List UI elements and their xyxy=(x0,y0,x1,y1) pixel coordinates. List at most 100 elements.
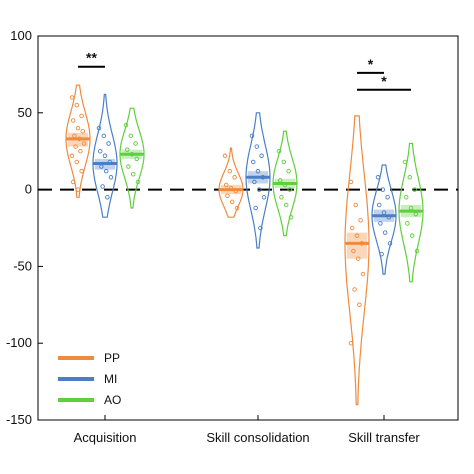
data-point-AO-1-7 xyxy=(283,202,289,208)
violin-MI-0 xyxy=(92,93,118,218)
data-point-AO-0-0 xyxy=(123,122,129,128)
violin-AO-1 xyxy=(272,130,298,237)
data-point-AO-2-7 xyxy=(409,233,415,238)
data-point-PP-0-1 xyxy=(74,102,80,108)
data-point-AO-0-8 xyxy=(135,179,141,185)
data-point-PP-2-10 xyxy=(357,302,362,308)
violin-PP-0 xyxy=(65,84,91,198)
data-point-MI-1-1 xyxy=(254,144,260,149)
data-point-PP-0-2 xyxy=(79,113,84,119)
data-point-MI-0-2 xyxy=(106,141,111,146)
data-point-PP-0-5 xyxy=(80,128,86,134)
data-point-MI-1-4 xyxy=(255,168,261,174)
data-point-AO-1-8 xyxy=(288,214,294,220)
data-point-PP-1-4 xyxy=(228,185,234,191)
violin-outline-AO-0 xyxy=(119,107,145,209)
violin-outline-AO-1 xyxy=(272,130,298,237)
data-point-AO-2-2 xyxy=(412,187,417,192)
data-point-PP-1-8 xyxy=(234,205,240,211)
data-point-PP-1-3 xyxy=(223,182,229,188)
data-point-AO-2-4 xyxy=(408,205,414,211)
data-point-MI-1-9 xyxy=(253,205,258,211)
data-point-PP-1-1 xyxy=(227,168,233,174)
data-point-MI-2-1 xyxy=(380,187,386,192)
data-point-PP-2-6 xyxy=(351,248,356,254)
data-point-PP-0-6 xyxy=(72,133,77,139)
data-point-PP-2-8 xyxy=(360,271,366,277)
data-point-AO-2-8 xyxy=(414,248,420,254)
plot-area xyxy=(37,35,459,421)
data-point-PP-0-15 xyxy=(75,187,81,192)
data-point-PP-0-8 xyxy=(81,141,87,146)
data-point-PP-2-11 xyxy=(348,340,354,346)
x-axis: Acquisition Skill consolidation Skill tran… xyxy=(74,415,420,445)
data-point-PP-1-7 xyxy=(229,199,235,205)
data-point-MI-2-6 xyxy=(378,221,383,226)
data-point-PP-0-14 xyxy=(70,179,76,185)
data-point-AO-1-0 xyxy=(276,148,282,154)
data-point-AO-0-3 xyxy=(124,147,130,152)
violin-PP-1 xyxy=(218,147,244,218)
data-point-PP-0-7 xyxy=(76,136,82,142)
category-label-2: Skill transfer xyxy=(348,430,420,445)
violin-AO-2 xyxy=(398,142,424,283)
data-point-MI-2-3 xyxy=(376,202,382,208)
y-axis: 100 50 0 -50 -100 -150 xyxy=(6,28,43,427)
data-point-AO-0-2 xyxy=(133,141,138,146)
y-tick-label-1: 50 xyxy=(18,105,32,120)
data-point-PP-0-12 xyxy=(74,159,80,165)
data-point-PP-2-7 xyxy=(355,256,361,261)
violin-outline-PP-1 xyxy=(218,147,244,218)
data-point-MI-1-3 xyxy=(250,159,256,165)
data-point-AO-0-1 xyxy=(128,133,134,139)
legend-label-AO: AO xyxy=(104,393,121,407)
violin-AO-0 xyxy=(119,107,145,209)
legend: PP MI AO xyxy=(58,351,121,407)
data-point-MI-2-8 xyxy=(387,241,393,246)
data-point-MI-2-9 xyxy=(379,251,384,257)
data-point-PP-0-11 xyxy=(69,153,75,159)
data-point-PP-0-0 xyxy=(69,95,75,100)
data-point-MI-0-9 xyxy=(100,184,105,189)
data-point-AO-2-6 xyxy=(405,221,410,226)
data-point-PP-0-10 xyxy=(78,148,83,154)
data-point-PP-1-5 xyxy=(233,188,239,194)
data-point-PP-2-5 xyxy=(359,241,365,246)
data-point-MI-1-8 xyxy=(261,195,267,200)
y-tick-label-3: -50 xyxy=(13,258,32,273)
data-point-PP-2-3 xyxy=(349,225,355,231)
data-point-MI-2-7 xyxy=(382,230,388,235)
data-point-MI-1-0 xyxy=(249,133,255,139)
violin-outline-AO-2 xyxy=(398,142,424,283)
violin-outline-PP-0 xyxy=(65,84,91,198)
data-point-AO-2-1 xyxy=(407,175,413,180)
data-point-PP-0-3 xyxy=(70,118,76,123)
data-point-MI-0-8 xyxy=(108,175,114,180)
violin-MI-1 xyxy=(245,112,271,249)
data-point-PP-2-2 xyxy=(358,218,363,223)
data-point-AO-0-6 xyxy=(126,164,131,169)
y-tick-label-0: 100 xyxy=(10,28,32,43)
legend-label-MI: MI xyxy=(104,372,117,386)
data-point-AO-2-0 xyxy=(402,159,408,165)
data-point-PP-0-13 xyxy=(79,168,84,174)
data-point-PP-2-0 xyxy=(348,179,354,185)
violin-outline-PP-2 xyxy=(344,115,370,406)
data-point-MI-0-4 xyxy=(102,153,108,159)
legend-label-PP: PP xyxy=(104,351,120,365)
data-point-MI-0-0 xyxy=(96,125,102,131)
violin-outline-MI-0 xyxy=(92,93,118,218)
data-point-MI-2-2 xyxy=(385,195,390,200)
violin-outline-MI-2 xyxy=(371,164,397,275)
data-point-AO-1-4 xyxy=(282,182,288,188)
data-point-MI-2-4 xyxy=(381,210,387,215)
data-point-PP-2-9 xyxy=(352,287,357,292)
data-point-PP-1-0 xyxy=(222,153,228,159)
data-point-AO-2-5 xyxy=(413,211,419,217)
data-point-PP-1-2 xyxy=(232,175,237,180)
y-tick-label-4: -100 xyxy=(6,335,32,350)
data-point-MI-0-3 xyxy=(97,148,103,154)
data-point-MI-2-5 xyxy=(386,214,392,220)
plot-frame xyxy=(37,35,459,421)
